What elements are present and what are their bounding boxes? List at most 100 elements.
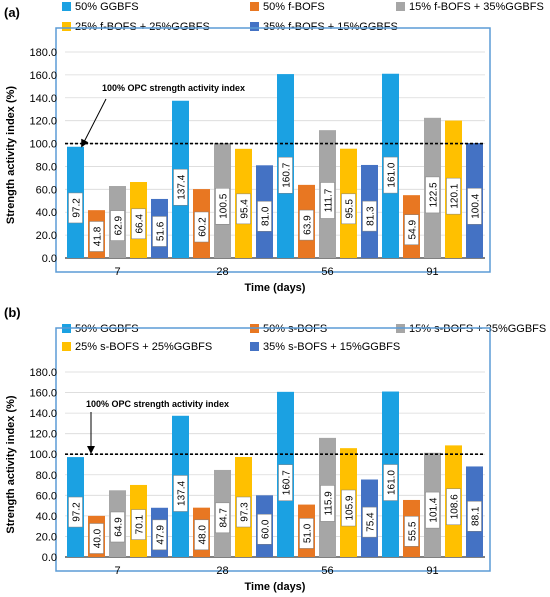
legend-label: 15% s-BOFS + 35%GGBFS — [409, 323, 546, 335]
y-tick-label: 60.0 — [36, 490, 57, 502]
x-tick-label: 56 — [321, 266, 333, 278]
data-label-text: 122.5 — [429, 182, 440, 207]
x-axis-title: Time (days) — [245, 581, 306, 593]
legend-label: 50% GGBFS — [75, 323, 139, 335]
x-axis-title: Time (days) — [245, 282, 306, 294]
data-label-text: 97.3 — [240, 502, 251, 522]
y-tick-label: 120.0 — [29, 429, 57, 441]
legend-label: 50% f-BOFS — [263, 1, 325, 13]
data-label-text: 95.5 — [345, 199, 356, 219]
data-label: 137.4 — [173, 475, 188, 512]
data-label: 81.3 — [362, 200, 377, 232]
data-label-box — [446, 488, 461, 526]
data-label-text: 120.1 — [450, 183, 461, 208]
data-label-text: 101.4 — [429, 497, 440, 522]
y-tick-label: 180.0 — [29, 47, 57, 59]
data-label-box — [89, 221, 104, 252]
y-tick-label: 100.0 — [29, 139, 57, 151]
data-label-text: 81.0 — [261, 206, 272, 226]
data-label-text: 70.1 — [135, 514, 146, 534]
legend-swatch — [396, 2, 405, 11]
data-label-text: 97.2 — [72, 198, 83, 218]
data-label: 70.1 — [131, 509, 146, 540]
data-label-box — [257, 514, 272, 545]
chart-panel-b: (b) 50% GGBFS 50% s-BOFS 15% s-BOFS + 35%GG… — [4, 305, 546, 593]
data-label-box — [425, 491, 440, 529]
x-tick-label: 56 — [321, 565, 333, 577]
data-label-box — [425, 176, 440, 214]
data-label: 54.9 — [404, 214, 419, 245]
legend-item-3: 15% s-BOFS + 35%GGBFS — [396, 323, 546, 335]
legend-swatch — [62, 2, 71, 11]
legend-item-3: 15% f-BOFS + 35%GGBFS — [396, 1, 544, 13]
data-label-box — [383, 156, 398, 194]
data-label-box — [152, 519, 167, 551]
data-label-box — [341, 489, 356, 527]
data-label: 101.4 — [425, 491, 440, 529]
data-label-text: 40.0 — [93, 528, 104, 548]
data-label: 161.0 — [383, 156, 398, 194]
data-label-box — [341, 193, 356, 225]
plot-frame — [55, 327, 491, 572]
data-label: 97.3 — [236, 496, 251, 528]
data-label: 95.5 — [341, 193, 356, 225]
data-label-box — [467, 188, 482, 225]
y-tick-label: 20.0 — [36, 531, 57, 543]
data-label-text: 64.9 — [114, 517, 125, 537]
data-label-box — [173, 475, 188, 512]
plot-frame — [55, 27, 491, 273]
data-label-box — [236, 496, 251, 528]
y-tick-label: 60.0 — [36, 184, 57, 196]
y-tick-label: 180.0 — [29, 367, 57, 379]
data-label: 51.6 — [152, 216, 167, 247]
data-label: 115.9 — [320, 485, 335, 522]
data-label-text: 100.4 — [471, 193, 482, 218]
data-label-box — [383, 464, 398, 501]
data-label-text: 51.0 — [303, 523, 314, 543]
data-label: 97.2 — [68, 192, 83, 224]
data-label: 100.5 — [215, 187, 230, 225]
data-label-text: 60.2 — [198, 217, 209, 237]
data-label-box — [173, 168, 188, 206]
data-label-box — [362, 200, 377, 232]
panel-label: (b) — [4, 305, 21, 320]
x-tick-label: 28 — [216, 565, 228, 577]
data-label-box — [278, 156, 293, 194]
legend-swatch — [62, 342, 71, 351]
legend-swatch — [250, 22, 259, 31]
legend-item-2: 50% s-BOFS — [250, 323, 327, 335]
data-label: 97.2 — [68, 496, 83, 528]
legend-label: 25% f-BOFS + 25%GGBFS — [75, 21, 210, 33]
data-label-text: 51.6 — [156, 221, 167, 241]
data-label: 160.7 — [278, 464, 293, 501]
data-label-text: 137.4 — [177, 174, 188, 199]
legend-swatch — [250, 2, 259, 11]
legend-item-2: 50% f-BOFS — [250, 1, 325, 13]
data-label-text: 105.9 — [345, 495, 356, 520]
data-label-text: 100.5 — [219, 193, 230, 218]
data-label: 100.4 — [467, 188, 482, 225]
data-label-box — [404, 516, 419, 547]
data-label: 108.6 — [446, 488, 461, 526]
data-label-box — [236, 193, 251, 225]
panel-label: (a) — [4, 5, 20, 20]
data-label: 81.0 — [257, 201, 272, 232]
y-tick-label: 160.0 — [29, 70, 57, 82]
legend-label: 15% f-BOFS + 35%GGBFS — [409, 1, 544, 13]
data-label-box — [152, 216, 167, 247]
legend-label: 35% s-BOFS + 15%GGBFS — [263, 341, 400, 353]
data-label-box — [446, 177, 461, 215]
data-label-box — [215, 502, 230, 534]
data-label: 51.0 — [299, 518, 314, 549]
y-tick-label: 160.0 — [29, 388, 57, 400]
data-label-text: 160.7 — [282, 470, 293, 495]
data-label-text: 95.4 — [240, 199, 251, 219]
data-label-box — [467, 501, 482, 532]
data-label-text: 115.9 — [324, 491, 335, 516]
data-label: 47.9 — [152, 519, 167, 551]
data-label: 105.9 — [341, 489, 356, 527]
data-label: 63.9 — [299, 209, 314, 241]
data-label: 66.4 — [131, 208, 146, 240]
y-tick-label: 100.0 — [29, 449, 57, 461]
x-tick-label: 91 — [426, 565, 438, 577]
